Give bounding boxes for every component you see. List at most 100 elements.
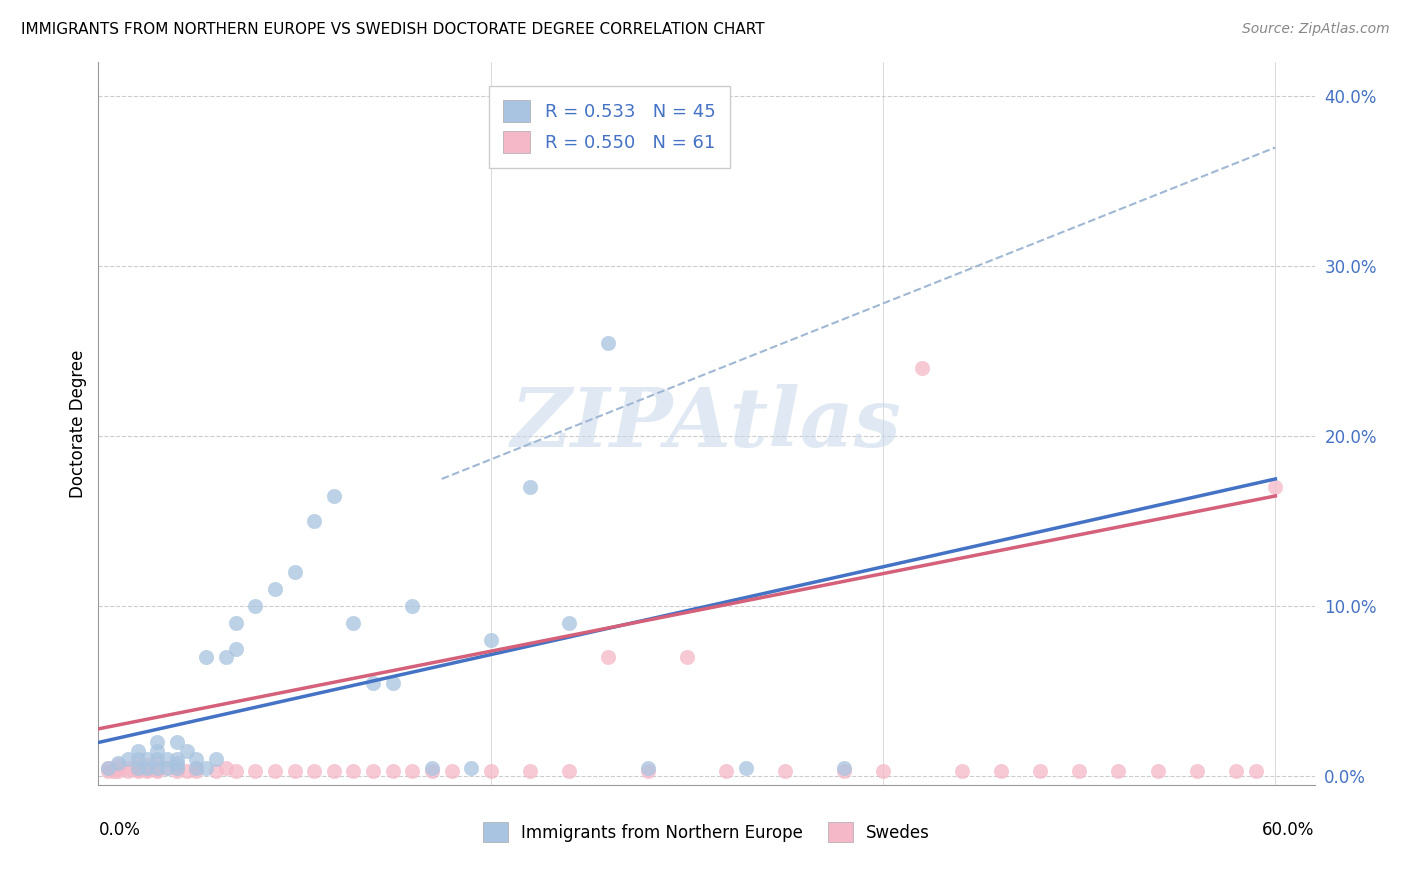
Point: [1107, 764, 1129, 779]
Point: [990, 764, 1012, 779]
Point: [97, 761, 120, 775]
Point: [117, 764, 139, 779]
Point: [146, 761, 169, 775]
Point: [166, 757, 188, 772]
Point: [205, 764, 228, 779]
Point: [420, 761, 443, 775]
Point: [107, 757, 129, 772]
Point: [176, 744, 198, 758]
Point: [127, 763, 149, 777]
Point: [911, 361, 934, 376]
Point: [97, 764, 120, 779]
Point: [117, 761, 139, 775]
Point: [460, 761, 482, 775]
Text: 60.0%: 60.0%: [1263, 821, 1315, 838]
Point: [1264, 480, 1286, 494]
Point: [225, 764, 247, 779]
Point: [1244, 764, 1267, 779]
Point: [156, 761, 179, 775]
Point: [342, 616, 364, 631]
Point: [872, 764, 894, 779]
Text: ZIPAtlas: ZIPAtlas: [510, 384, 903, 464]
Point: [146, 735, 169, 749]
Point: [127, 744, 149, 758]
Point: [598, 650, 620, 665]
Point: [146, 761, 169, 775]
Point: [195, 650, 218, 665]
Point: [832, 761, 855, 775]
Point: [107, 761, 129, 775]
Point: [166, 761, 188, 775]
Point: [832, 764, 855, 779]
Point: [215, 650, 238, 665]
Point: [136, 752, 159, 766]
Point: [166, 752, 188, 766]
Point: [107, 764, 129, 779]
Point: [245, 764, 267, 779]
Point: [146, 763, 169, 777]
Point: [637, 764, 659, 779]
Point: [1185, 764, 1208, 779]
Point: [519, 480, 541, 494]
Point: [284, 566, 307, 580]
Point: [264, 764, 287, 779]
Point: [136, 761, 159, 775]
Legend: Immigrants from Northern Europe, Swedes: Immigrants from Northern Europe, Swedes: [477, 815, 936, 849]
Point: [773, 764, 796, 779]
Y-axis label: Doctorate Degree: Doctorate Degree: [69, 350, 87, 498]
Point: [136, 764, 159, 779]
Point: [117, 752, 139, 766]
Point: [401, 599, 423, 614]
Point: [146, 764, 169, 779]
Point: [186, 761, 208, 775]
Point: [103, 764, 125, 779]
Point: [166, 756, 188, 770]
Point: [519, 764, 541, 779]
Point: [127, 761, 149, 775]
Point: [558, 616, 581, 631]
Point: [205, 752, 228, 766]
Point: [127, 752, 149, 766]
Point: [401, 764, 423, 779]
Text: IMMIGRANTS FROM NORTHERN EUROPE VS SWEDISH DOCTORATE DEGREE CORRELATION CHART: IMMIGRANTS FROM NORTHERN EUROPE VS SWEDI…: [21, 22, 765, 37]
Point: [136, 757, 159, 772]
Point: [342, 764, 364, 779]
Point: [186, 752, 208, 766]
Point: [440, 764, 463, 779]
Text: 0.0%: 0.0%: [98, 821, 141, 838]
Point: [1225, 764, 1247, 779]
Point: [264, 582, 287, 597]
Point: [361, 764, 384, 779]
Point: [146, 744, 169, 758]
Point: [186, 764, 208, 779]
Point: [225, 642, 247, 657]
Point: [225, 616, 247, 631]
Point: [734, 761, 756, 775]
Point: [166, 761, 188, 775]
Point: [195, 761, 218, 775]
Point: [302, 515, 325, 529]
Point: [146, 756, 169, 770]
Point: [284, 764, 307, 779]
Point: [322, 489, 344, 503]
Point: [479, 764, 502, 779]
Text: Source: ZipAtlas.com: Source: ZipAtlas.com: [1241, 22, 1389, 37]
Point: [136, 763, 159, 777]
Point: [127, 761, 149, 775]
Point: [127, 757, 149, 772]
Point: [479, 633, 502, 648]
Point: [186, 761, 208, 775]
Point: [381, 676, 404, 690]
Point: [322, 764, 344, 779]
Point: [166, 764, 188, 779]
Point: [166, 735, 188, 749]
Point: [107, 756, 129, 770]
Point: [176, 764, 198, 779]
Point: [156, 761, 179, 775]
Point: [1029, 764, 1052, 779]
Point: [215, 761, 238, 775]
Point: [97, 761, 120, 775]
Point: [558, 764, 581, 779]
Point: [637, 761, 659, 775]
Point: [127, 764, 149, 779]
